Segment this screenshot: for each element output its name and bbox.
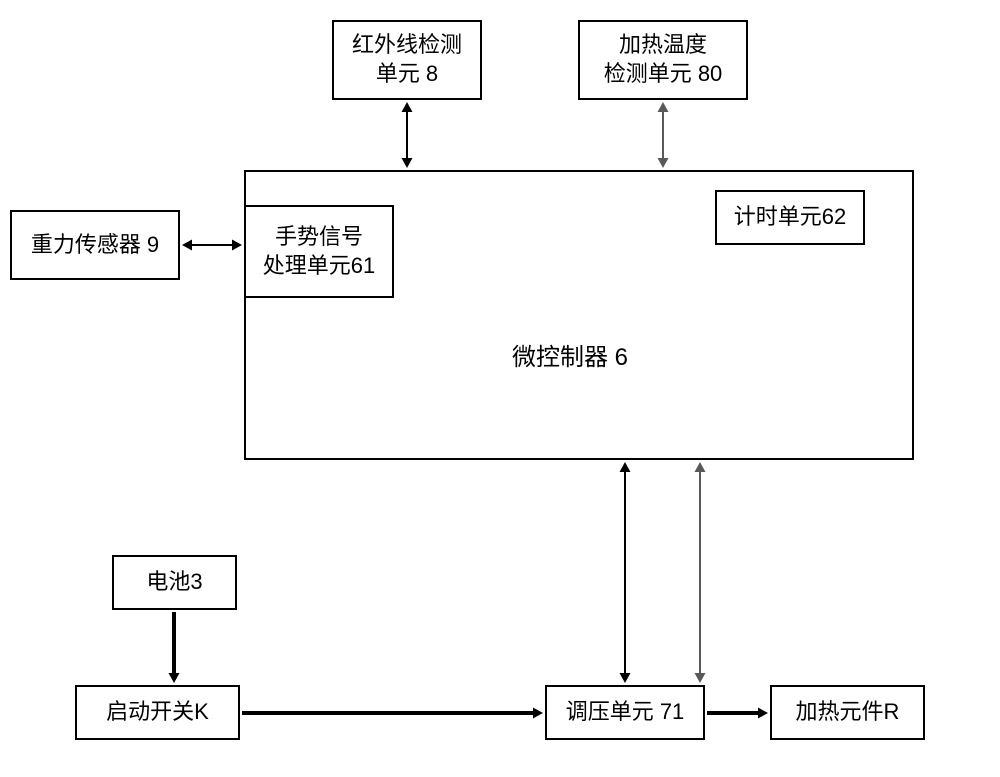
switch-box: 启动开关K (75, 685, 240, 740)
timer-box: 计时单元62 (715, 190, 865, 245)
microcontroller-label: 微控制器 6 (512, 337, 628, 372)
ir-detect-box: 红外线检测单元 8 (332, 20, 482, 100)
gravity-box: 重力传感器 9 (10, 210, 180, 280)
heater-box: 加热元件R (770, 685, 925, 740)
battery-box: 电池3 (112, 555, 237, 610)
gesture-box: 手势信号处理单元61 (244, 205, 394, 298)
vreg-box: 调压单元 71 (545, 685, 705, 740)
heat-detect-box: 加热温度检测单元 80 (578, 20, 748, 100)
